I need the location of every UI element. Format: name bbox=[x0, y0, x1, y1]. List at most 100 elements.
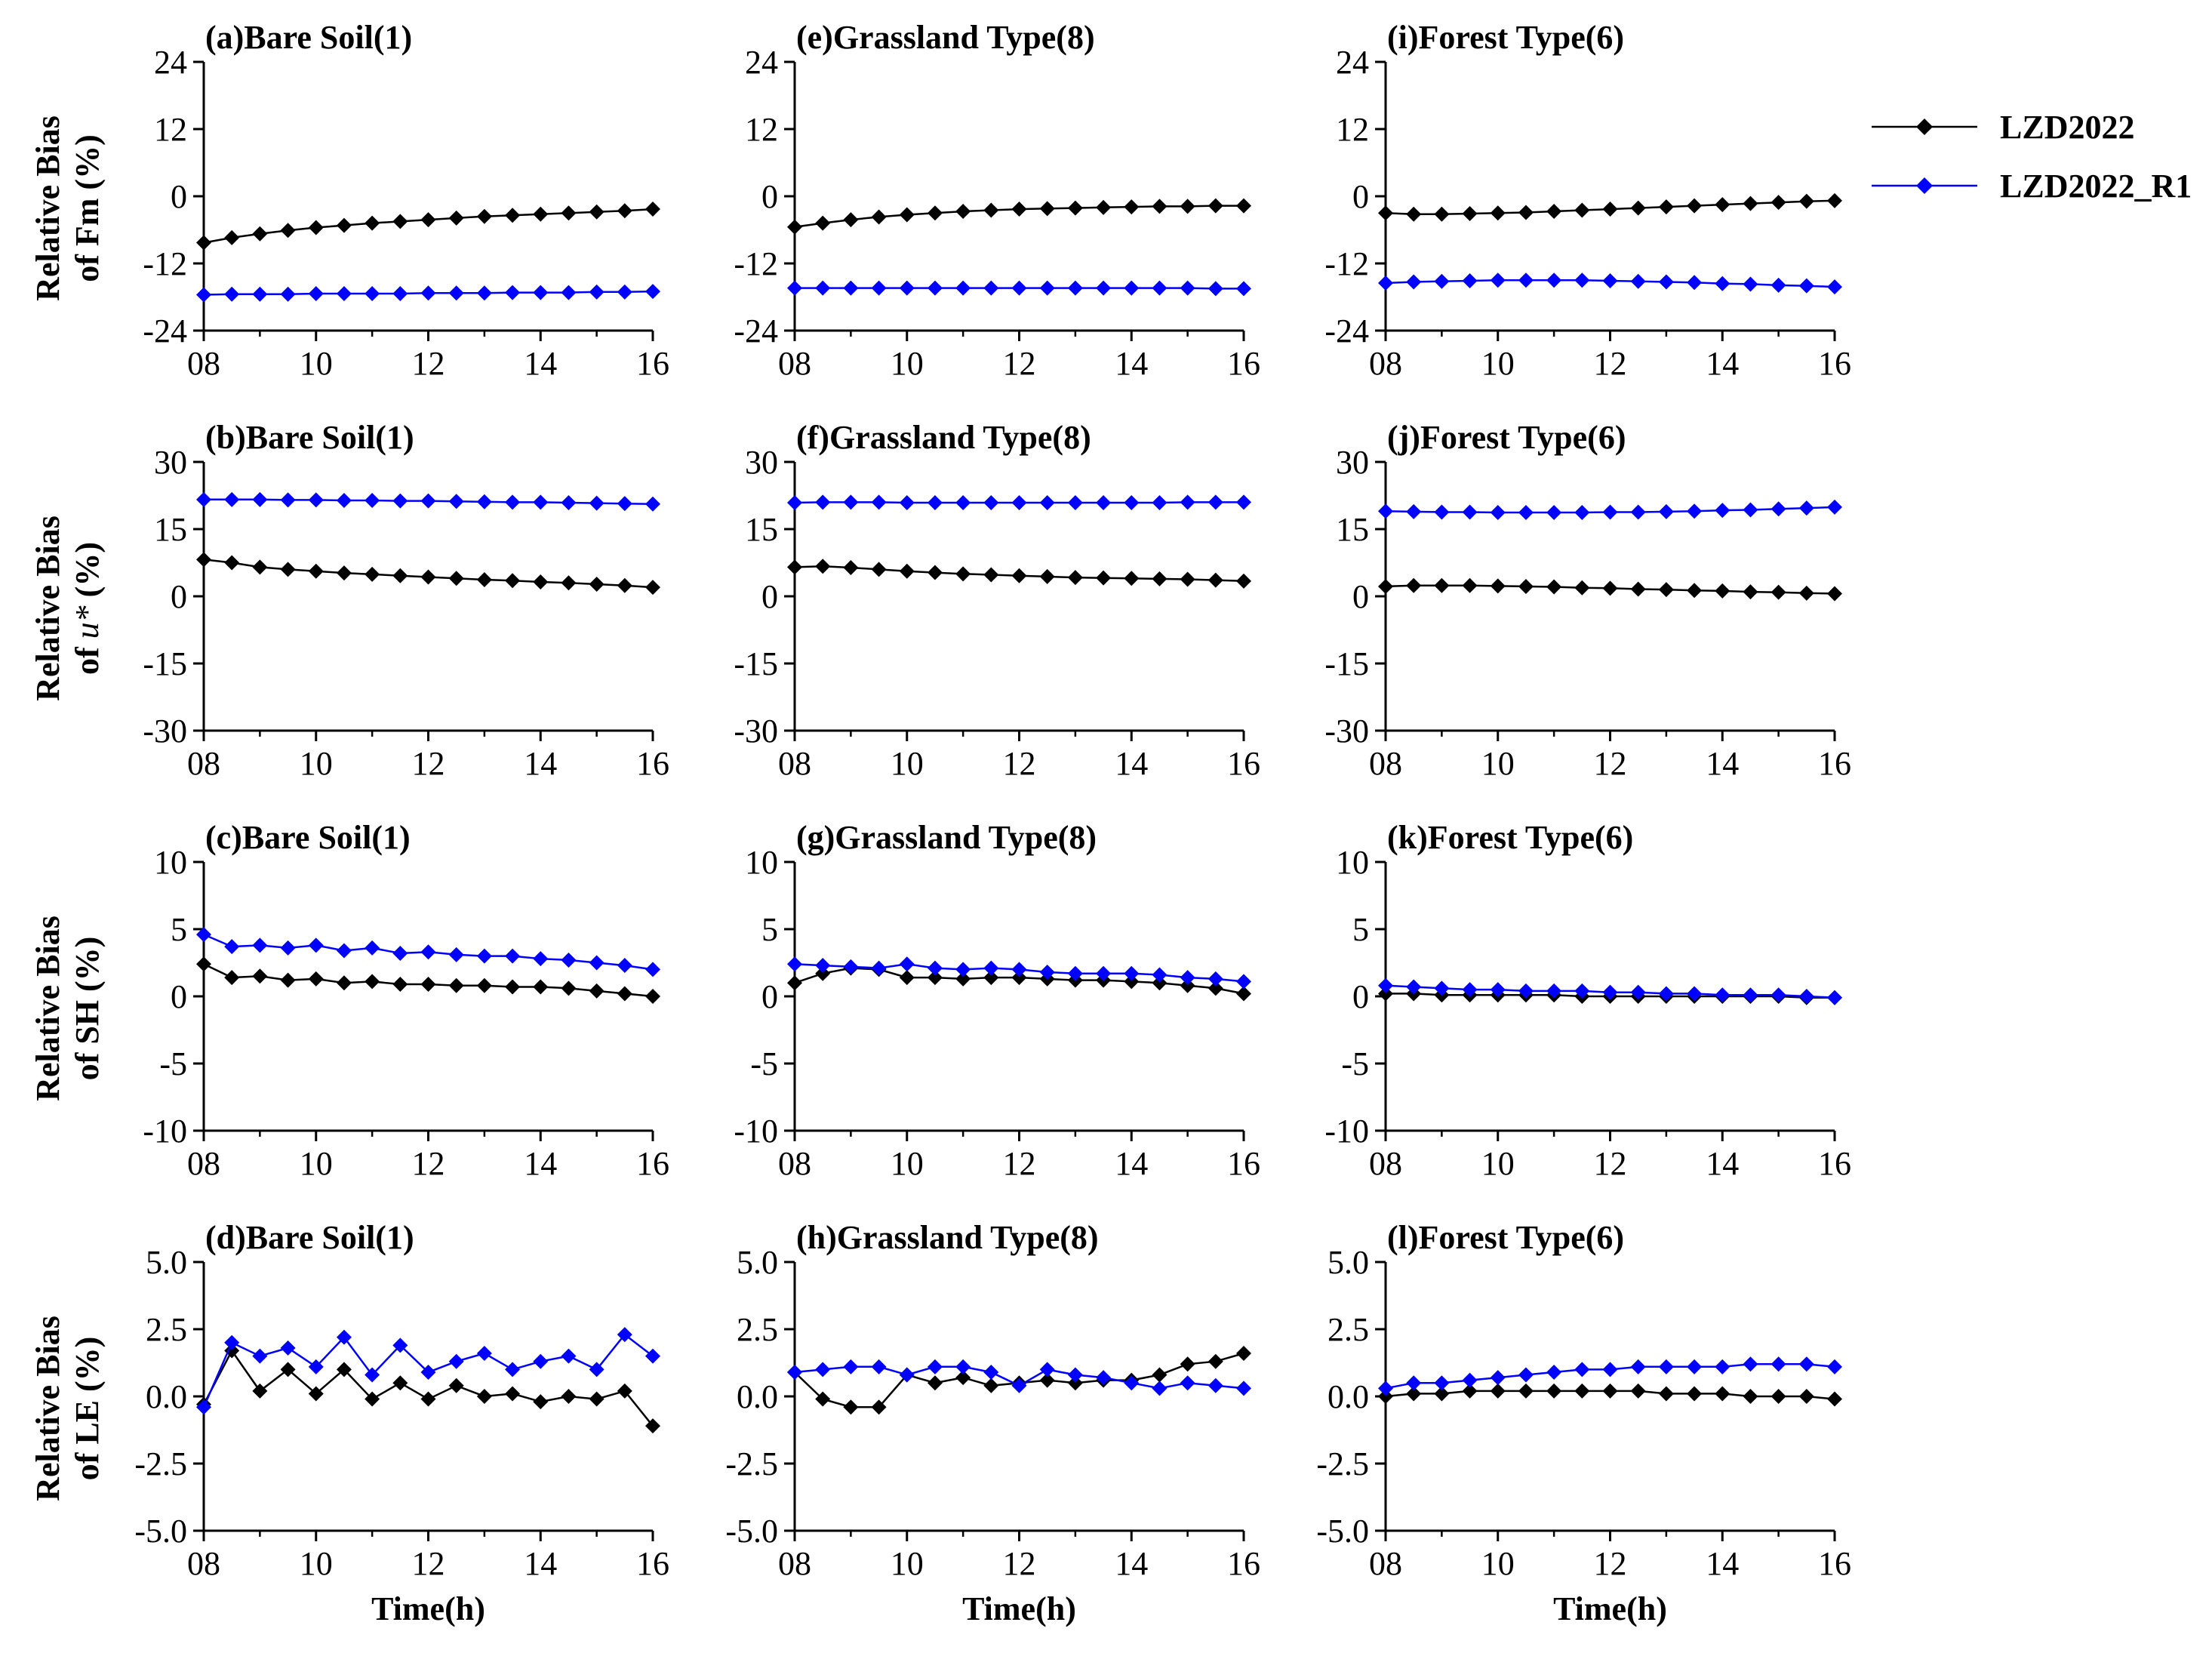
data-point-lzd2022 bbox=[1574, 202, 1590, 218]
data-point-lzd2022-r1 bbox=[336, 286, 352, 302]
data-point-lzd2022-r1 bbox=[1039, 1362, 1055, 1378]
y-axis-title-line: Relative Bias bbox=[29, 916, 66, 1101]
y-tick-label: -12 bbox=[734, 245, 778, 282]
data-point-lzd2022-r1 bbox=[1124, 1375, 1140, 1391]
x-tick-label: 16 bbox=[636, 345, 669, 382]
data-point-lzd2022 bbox=[787, 975, 802, 991]
data-point-lzd2022 bbox=[561, 575, 577, 591]
data-point-lzd2022 bbox=[1378, 205, 1393, 221]
data-point-lzd2022-r1 bbox=[1152, 967, 1168, 983]
data-point-lzd2022-r1 bbox=[280, 940, 296, 956]
data-point-lzd2022-r1 bbox=[365, 940, 380, 956]
data-point-lzd2022 bbox=[1124, 199, 1140, 215]
panel-title: (c)Bare Soil(1) bbox=[205, 819, 411, 856]
data-point-lzd2022 bbox=[533, 574, 549, 590]
data-point-lzd2022-r1 bbox=[533, 951, 549, 967]
data-point-lzd2022 bbox=[533, 206, 549, 222]
data-point-lzd2022-r1 bbox=[420, 285, 436, 301]
y-tick-label: 5 bbox=[761, 911, 778, 948]
data-point-lzd2022 bbox=[1208, 1353, 1223, 1369]
x-tick-label: 16 bbox=[1818, 345, 1851, 382]
data-point-lzd2022 bbox=[1546, 579, 1562, 595]
data-point-lzd2022 bbox=[1096, 570, 1112, 586]
data-point-lzd2022-r1 bbox=[1434, 273, 1450, 289]
data-point-lzd2022-r1 bbox=[1462, 982, 1478, 998]
x-tick-label: 16 bbox=[1818, 745, 1851, 782]
data-point-lzd2022-r1 bbox=[955, 962, 971, 977]
data-point-lzd2022-r1 bbox=[1236, 281, 1251, 297]
data-point-lzd2022 bbox=[843, 1399, 859, 1415]
x-tick-label: 14 bbox=[1115, 1545, 1148, 1582]
y-tick-label: 0 bbox=[171, 578, 187, 615]
data-point-lzd2022-r1 bbox=[1208, 281, 1223, 297]
y-tick-label: 5 bbox=[171, 911, 187, 948]
panel-title: (f)Grassland Type(8) bbox=[796, 419, 1091, 456]
data-point-lzd2022 bbox=[392, 1375, 408, 1391]
data-point-lzd2022 bbox=[1771, 1389, 1786, 1404]
data-point-lzd2022 bbox=[392, 976, 408, 992]
data-point-lzd2022 bbox=[420, 976, 436, 992]
data-point-lzd2022-r1 bbox=[1180, 280, 1195, 296]
x-tick-label: 14 bbox=[1706, 1545, 1739, 1582]
x-tick-label: 08 bbox=[187, 745, 220, 782]
x-tick-label: 12 bbox=[412, 1545, 445, 1582]
panel-title: (g)Grassland Type(8) bbox=[796, 819, 1097, 856]
data-point-lzd2022 bbox=[1434, 1386, 1450, 1402]
data-point-lzd2022-r1 bbox=[815, 1362, 831, 1378]
legend-entry-lzd2022: LZD2022 bbox=[1872, 109, 2134, 146]
y-axis-title-line: Relative Bias bbox=[29, 516, 66, 701]
data-point-lzd2022-r1 bbox=[1602, 984, 1618, 1000]
panel-title: (b)Bare Soil(1) bbox=[205, 419, 414, 456]
x-tick-label: 10 bbox=[300, 1545, 333, 1582]
y-tick-label: 2.5 bbox=[737, 1311, 778, 1348]
data-point-lzd2022 bbox=[224, 229, 240, 245]
legend-label-lzd2022-r1: LZD2022_R1 bbox=[2000, 168, 2192, 205]
data-point-lzd2022-r1 bbox=[1490, 505, 1506, 521]
data-point-lzd2022-r1 bbox=[1546, 983, 1562, 999]
data-point-lzd2022-r1 bbox=[1687, 1359, 1703, 1374]
data-point-lzd2022-r1 bbox=[815, 958, 831, 974]
x-tick-label: 10 bbox=[1481, 745, 1515, 782]
data-point-lzd2022-r1 bbox=[196, 287, 211, 303]
y-tick-label: 30 bbox=[745, 444, 778, 481]
data-point-lzd2022 bbox=[561, 980, 577, 996]
data-point-lzd2022 bbox=[1602, 202, 1618, 217]
x-axis-title: Time(h) bbox=[962, 1590, 1076, 1627]
panel-title: (i)Forest Type(6) bbox=[1387, 19, 1624, 56]
data-point-lzd2022-r1 bbox=[983, 1364, 999, 1380]
data-point-lzd2022-r1 bbox=[1434, 504, 1450, 520]
data-point-lzd2022 bbox=[1715, 1386, 1731, 1402]
data-point-lzd2022-r1 bbox=[336, 1329, 352, 1345]
data-point-lzd2022 bbox=[448, 1378, 464, 1393]
data-point-lzd2022-r1 bbox=[533, 1353, 549, 1369]
data-point-lzd2022-r1 bbox=[1743, 1356, 1758, 1372]
panel-title: (k)Forest Type(6) bbox=[1387, 819, 1633, 856]
data-point-lzd2022-r1 bbox=[1406, 503, 1422, 519]
data-point-lzd2022 bbox=[448, 571, 464, 586]
data-point-lzd2022-r1 bbox=[645, 1348, 660, 1364]
data-point-lzd2022 bbox=[983, 202, 999, 218]
data-point-lzd2022 bbox=[420, 569, 436, 585]
data-point-lzd2022-r1 bbox=[308, 1359, 324, 1374]
x-tick-label: 16 bbox=[636, 745, 669, 782]
x-tick-label: 10 bbox=[891, 1545, 924, 1582]
data-point-lzd2022 bbox=[224, 970, 240, 986]
data-point-lzd2022-r1 bbox=[1236, 974, 1251, 990]
data-point-lzd2022 bbox=[871, 562, 887, 577]
data-point-lzd2022-r1 bbox=[448, 285, 464, 301]
data-point-lzd2022-r1 bbox=[617, 284, 632, 300]
data-point-lzd2022-r1 bbox=[308, 937, 324, 953]
data-point-lzd2022-r1 bbox=[955, 280, 971, 296]
data-point-lzd2022 bbox=[1208, 572, 1223, 588]
data-point-lzd2022-r1 bbox=[1715, 987, 1731, 1003]
data-point-lzd2022 bbox=[1630, 1383, 1646, 1399]
x-tick-label: 16 bbox=[1227, 1545, 1260, 1582]
y-tick-label: 5.0 bbox=[737, 1244, 778, 1281]
data-point-lzd2022 bbox=[589, 983, 605, 999]
x-axis-title: Time(h) bbox=[371, 1590, 485, 1627]
data-point-lzd2022 bbox=[1658, 1386, 1674, 1402]
data-point-lzd2022-r1 bbox=[645, 962, 660, 977]
y-axis-title-line: of u* (%) bbox=[69, 542, 106, 675]
data-point-lzd2022 bbox=[1798, 193, 1814, 209]
